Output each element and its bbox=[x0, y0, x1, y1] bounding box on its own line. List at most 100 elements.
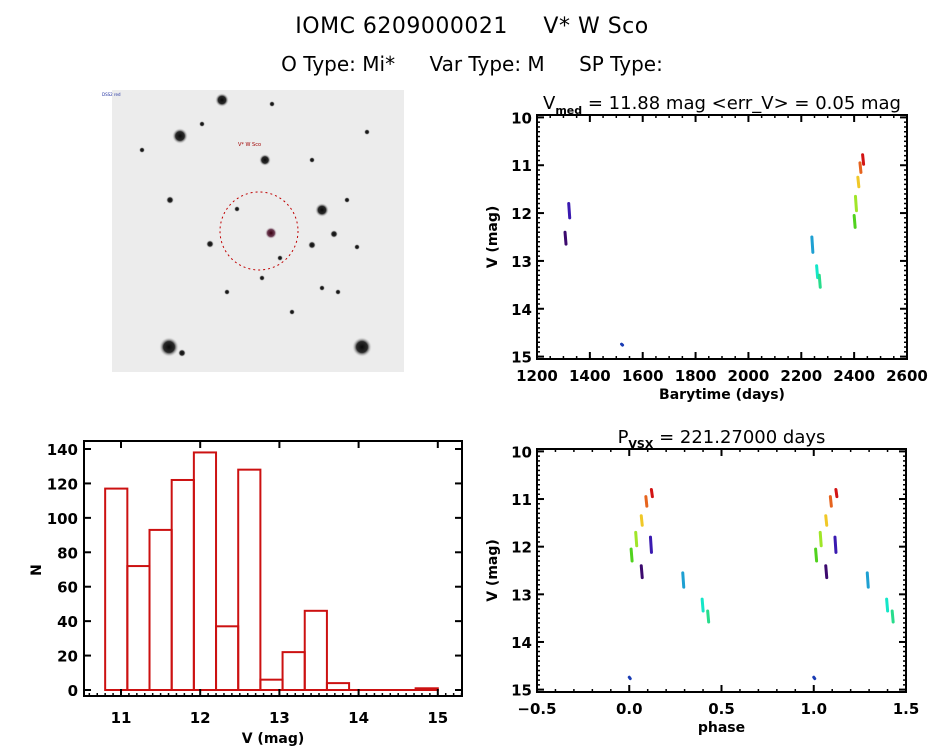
data-point-segment bbox=[852, 213, 857, 229]
data-point-segment bbox=[620, 342, 625, 347]
histogram-bar bbox=[126, 565, 151, 691]
y-tick-label: 100 bbox=[47, 510, 78, 528]
sky-background bbox=[112, 90, 404, 372]
figure-subtitle: O Type: Mi* Var Type: M SP Type: bbox=[0, 52, 944, 76]
data-point-segment bbox=[890, 609, 895, 624]
data-point-segment bbox=[828, 495, 833, 508]
chart-title: PVSX = 221.27000 days bbox=[618, 427, 826, 451]
sky-star bbox=[364, 129, 370, 135]
histogram-bar bbox=[104, 487, 129, 692]
data-point-segment bbox=[885, 597, 890, 613]
object-type: O Type: Mi* bbox=[281, 52, 396, 76]
sky-star bbox=[354, 244, 360, 250]
sky-star bbox=[159, 337, 179, 357]
sky-star bbox=[259, 154, 271, 166]
data-point-segment bbox=[818, 530, 823, 548]
y-tick-label: 11 bbox=[511, 491, 532, 509]
sky-star bbox=[330, 230, 338, 238]
sky-star bbox=[308, 241, 316, 249]
x-tick-label: 2000 bbox=[728, 367, 770, 385]
spectral-type: SP Type: bbox=[579, 52, 663, 76]
histogram-bar bbox=[303, 609, 328, 691]
data-point-segment bbox=[861, 153, 866, 166]
y-tick-label: 15 bbox=[511, 349, 532, 367]
y-tick-label: 11 bbox=[511, 157, 532, 175]
sky-star bbox=[206, 240, 214, 248]
target-circle bbox=[219, 191, 299, 271]
x-tick-label: 12 bbox=[190, 709, 211, 727]
title-subscript: VSX bbox=[628, 438, 653, 451]
data-point-segment bbox=[706, 609, 711, 624]
sky-star bbox=[166, 196, 174, 204]
sky-star bbox=[259, 275, 265, 281]
y-tick-label: 12 bbox=[511, 539, 532, 557]
y-tick-label: 10 bbox=[511, 109, 532, 127]
data-point-segment bbox=[629, 547, 634, 563]
y-axis-label: V (mag) bbox=[485, 206, 501, 269]
sky-star bbox=[139, 147, 145, 153]
x-tick-label: 11 bbox=[111, 709, 132, 727]
y-tick-label: 40 bbox=[57, 613, 78, 631]
data-point-segment bbox=[853, 194, 858, 213]
object-id: IOMC 6209000021 bbox=[295, 14, 508, 39]
target-label: V* W Sco bbox=[238, 142, 261, 148]
data-point-segment bbox=[700, 597, 705, 613]
x-tick-label: 1.5 bbox=[893, 700, 920, 718]
title-main: V bbox=[543, 93, 556, 114]
sky-stars bbox=[139, 93, 372, 357]
y-tick-label: 60 bbox=[57, 579, 78, 597]
histogram-bar bbox=[281, 651, 306, 692]
chart-title: Vmed = 11.88 mag <err_V> = 0.05 mag bbox=[543, 93, 901, 117]
sky-star bbox=[289, 309, 295, 315]
data-point-segment bbox=[834, 488, 839, 499]
y-tick-label: 15 bbox=[511, 682, 532, 700]
x-tick-label: −0.5 bbox=[517, 700, 556, 718]
y-axis-label: N bbox=[29, 564, 45, 576]
sky-star bbox=[224, 289, 230, 295]
data-point-segment bbox=[833, 535, 838, 554]
data-point-segment bbox=[817, 273, 822, 289]
sky-star bbox=[172, 128, 188, 144]
y-tick-label: 14 bbox=[511, 634, 532, 652]
data-point-segment bbox=[681, 571, 686, 589]
data-point-segment bbox=[634, 530, 639, 548]
variable-type: Var Type: M bbox=[429, 52, 545, 76]
object-name: V* W Sco bbox=[543, 14, 649, 39]
sky-star bbox=[319, 285, 325, 291]
x-tick-label: 2400 bbox=[833, 367, 875, 385]
sky-star bbox=[234, 206, 240, 212]
y-tick-label: 14 bbox=[511, 301, 532, 319]
x-axis-label: V (mag) bbox=[242, 731, 305, 747]
data-point-segment bbox=[814, 547, 819, 563]
data-point-segment bbox=[649, 488, 654, 499]
plot-frame bbox=[536, 448, 907, 693]
figure-title: IOMC 6209000021 V* W Sco bbox=[0, 14, 944, 39]
x-tick-label: 1600 bbox=[622, 367, 664, 385]
data-point-segment bbox=[815, 264, 820, 280]
x-tick-label: 1.0 bbox=[800, 700, 827, 718]
data-point-segment bbox=[644, 495, 649, 508]
y-tick-label: 120 bbox=[47, 475, 78, 493]
sky-star bbox=[309, 157, 315, 163]
title-subscript: med bbox=[555, 104, 582, 117]
data-point-segment bbox=[812, 675, 817, 681]
x-tick-label: 13 bbox=[269, 709, 290, 727]
histogram-bar bbox=[215, 625, 240, 691]
x-tick-label: 1400 bbox=[569, 367, 611, 385]
data-point-segment bbox=[858, 161, 863, 174]
x-axis-label: Barytime (days) bbox=[659, 387, 785, 403]
histogram-bar bbox=[192, 451, 218, 692]
y-tick-label: 12 bbox=[511, 205, 532, 223]
title-rest: = 221.27000 days bbox=[653, 427, 825, 448]
histogram-bar bbox=[259, 678, 284, 692]
x-tick-label: 0.0 bbox=[616, 700, 643, 718]
data-point-segment bbox=[810, 235, 815, 254]
data-point-segment bbox=[824, 564, 829, 580]
sky-corner-label: DSS2 red bbox=[102, 92, 121, 97]
sky-star bbox=[335, 289, 341, 295]
x-axis-label: phase bbox=[698, 720, 745, 736]
sky-star bbox=[352, 337, 372, 357]
sky-star bbox=[277, 255, 283, 261]
y-tick-label: 13 bbox=[511, 586, 532, 604]
x-tick-label: 0.5 bbox=[708, 700, 735, 718]
